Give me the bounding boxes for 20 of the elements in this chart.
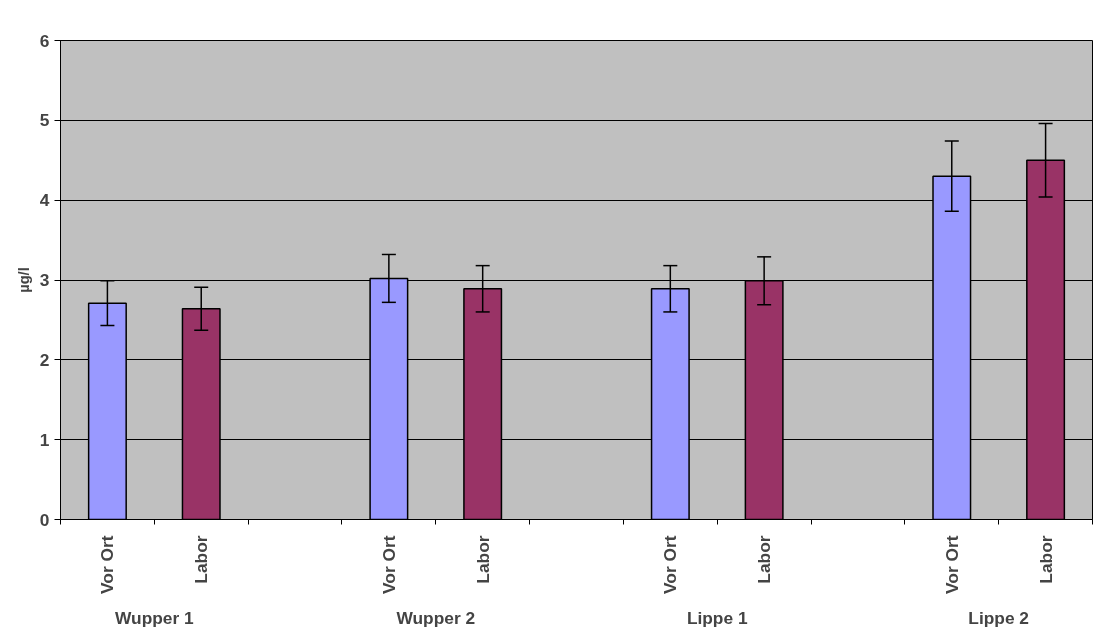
- text: Lippe 1: [686, 607, 748, 628]
- text: Wupper 1: [115, 607, 194, 628]
- x-tick-label: Labor: [191, 535, 212, 584]
- y-tick-label: 6: [39, 30, 50, 51]
- x-tick-label: Labor: [1035, 535, 1056, 584]
- y-tick-label: 2: [39, 349, 50, 370]
- y-axis-title: µg/l: [15, 267, 32, 293]
- x-tick-label: Labor: [472, 535, 493, 584]
- x-tick-label: Vor Ort: [97, 535, 118, 594]
- y-tick-label: 5: [39, 110, 50, 131]
- x-tick-label: Vor Ort: [941, 535, 962, 594]
- x-tick-label: Labor: [754, 535, 775, 584]
- x-tick-label: Vor Ort: [378, 535, 399, 594]
- y-tick-label: 1: [39, 429, 50, 450]
- y-tick-label: 4: [39, 190, 50, 211]
- text: Lippe 2: [968, 607, 1030, 628]
- y-tick-label: 0: [39, 509, 50, 530]
- x-tick-label: Vor Ort: [660, 535, 681, 594]
- text: Wupper 2: [396, 607, 476, 628]
- y-tick-label: 3: [39, 270, 50, 290]
